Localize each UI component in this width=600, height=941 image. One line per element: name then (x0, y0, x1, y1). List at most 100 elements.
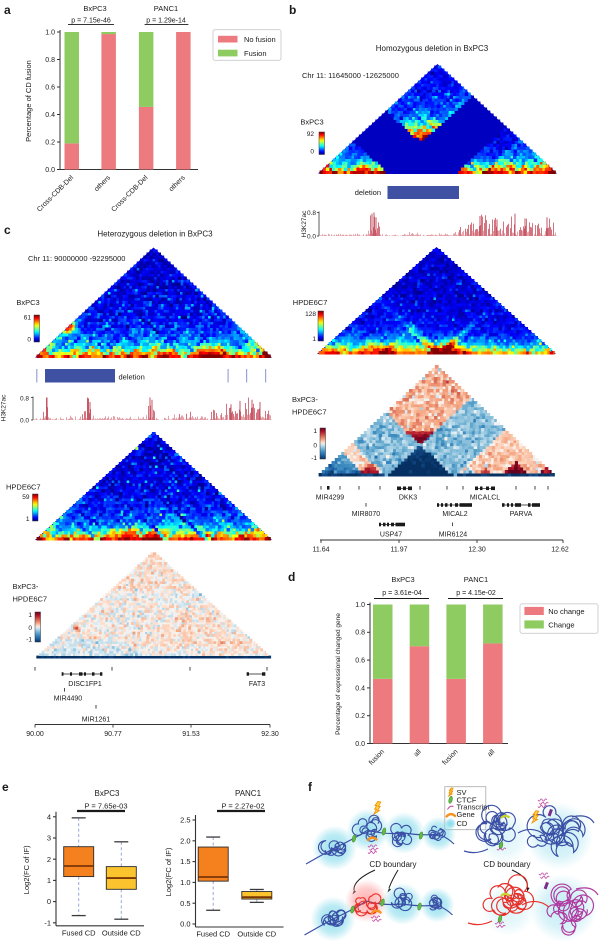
svg-text:Fused CD: Fused CD (196, 930, 230, 939)
svg-text:Percentage of CD fusion: Percentage of CD fusion (24, 60, 33, 142)
svg-text:all: all (486, 748, 496, 758)
svg-text:1.0: 1.0 (45, 29, 55, 36)
svg-text:1.0: 1.0 (180, 878, 190, 887)
svg-text:fusion: fusion (441, 748, 459, 766)
svg-text:Fusion: Fusion (244, 49, 267, 58)
svg-text:-1: -1 (311, 455, 317, 462)
svg-text:0.4: 0.4 (355, 685, 365, 692)
svg-text:fusion: fusion (368, 748, 386, 766)
svg-text:0.4: 0.4 (45, 112, 55, 119)
svg-text:0: 0 (47, 897, 51, 906)
svg-text:No fusion: No fusion (244, 35, 276, 44)
svg-text:90.00: 90.00 (26, 731, 44, 738)
svg-text:-1: -1 (26, 637, 32, 644)
svg-text:SV: SV (457, 788, 467, 797)
svg-text:Chr 11: 11645000 -12625000: Chr 11: 11645000 -12625000 (302, 71, 399, 80)
svg-text:92.30: 92.30 (261, 731, 279, 738)
svg-text:11.97: 11.97 (391, 547, 408, 554)
svg-text:Cross-CDB-Del: Cross-CDB-Del (110, 174, 149, 213)
svg-text:0.2: 0.2 (45, 139, 55, 146)
svg-text:P = 2.27e-02: P = 2.27e-02 (221, 802, 264, 811)
svg-text:Cross-CDB-Del: Cross-CDB-Del (36, 174, 75, 213)
svg-text:Change: Change (548, 620, 574, 629)
svg-text:12.62: 12.62 (551, 547, 569, 554)
svg-text:HPDE6C7: HPDE6C7 (13, 595, 48, 604)
svg-text:0.0: 0.0 (45, 167, 55, 174)
svg-text:BxPC3: BxPC3 (16, 298, 39, 307)
svg-text:1: 1 (47, 876, 51, 885)
svg-text:deletion: deletion (119, 373, 145, 382)
svg-text:all: all (413, 748, 423, 758)
svg-text:H3K27ac: H3K27ac (1, 394, 8, 421)
svg-text:0: 0 (28, 625, 32, 632)
svg-text:1: 1 (28, 612, 32, 619)
svg-text:92: 92 (307, 131, 315, 138)
svg-text:PANC1: PANC1 (235, 789, 262, 798)
svg-text:91.53: 91.53 (182, 731, 200, 738)
svg-text:Outside CD: Outside CD (237, 930, 276, 939)
svg-text:USP47: USP47 (380, 532, 402, 539)
svg-text:H3K27ac: H3K27ac (301, 210, 308, 237)
svg-text:0.8: 0.8 (307, 210, 316, 217)
svg-text:BxPC3: BxPC3 (95, 789, 120, 798)
svg-text:DISC1FP1: DISC1FP1 (68, 681, 102, 688)
svg-text:BxPC3: BxPC3 (391, 575, 414, 584)
svg-text:0.6: 0.6 (45, 84, 55, 91)
svg-text:0.8: 0.8 (20, 396, 29, 403)
svg-text:Fused CD: Fused CD (62, 928, 96, 937)
svg-text:p = 7.15e-46: p = 7.15e-46 (71, 18, 111, 25)
svg-text:59: 59 (22, 494, 30, 501)
svg-text:Log2(FC of IF): Log2(FC of IF) (22, 845, 31, 894)
svg-text:-1: -1 (44, 918, 51, 927)
svg-text:0.6: 0.6 (355, 658, 365, 665)
svg-text:P = 7.65e-03: P = 7.65e-03 (84, 802, 127, 811)
svg-text:BxPC3-: BxPC3- (292, 395, 318, 404)
svg-text:d: d (288, 570, 295, 584)
svg-text:MIR8070: MIR8070 (352, 511, 381, 518)
svg-text:2.0: 2.0 (180, 836, 190, 845)
svg-text:DKK3: DKK3 (399, 495, 417, 502)
svg-text:0: 0 (313, 443, 317, 450)
svg-text:0.0: 0.0 (180, 920, 190, 929)
svg-text:b: b (289, 3, 296, 17)
svg-text:1: 1 (312, 336, 316, 343)
svg-text:4: 4 (47, 812, 51, 821)
svg-text:p = 1.29e-14: p = 1.29e-14 (146, 18, 186, 25)
svg-text:Outside CD: Outside CD (102, 928, 141, 937)
svg-text:p = 4.15e-02: p = 4.15e-02 (456, 590, 496, 597)
svg-text:61: 61 (24, 315, 32, 322)
svg-text:1: 1 (26, 516, 30, 523)
svg-text:PANC1: PANC1 (464, 575, 488, 584)
svg-text:HPDE6C7: HPDE6C7 (6, 483, 41, 492)
svg-text:128: 128 (305, 311, 316, 318)
svg-text:f: f (308, 780, 313, 794)
svg-text:others: others (168, 174, 187, 193)
svg-text:Heterozygous deletion in BxPC3: Heterozygous deletion in BxPC3 (97, 230, 213, 239)
svg-text:12.30: 12.30 (468, 547, 486, 554)
svg-text:c: c (4, 223, 11, 237)
svg-text:MIR6124: MIR6124 (439, 532, 468, 539)
svg-text:0.5: 0.5 (180, 899, 190, 908)
svg-text:MICAL2: MICAL2 (442, 511, 467, 518)
svg-text:Gene: Gene (457, 810, 475, 819)
svg-text:PANC1: PANC1 (154, 4, 178, 13)
svg-text:CD boundary: CD boundary (483, 860, 530, 869)
svg-text:a: a (4, 3, 11, 17)
svg-text:No change: No change (548, 607, 584, 616)
svg-text:0.8: 0.8 (355, 630, 365, 637)
svg-text:0.0: 0.0 (20, 418, 29, 425)
svg-text:FAT3: FAT3 (249, 681, 265, 688)
svg-text:MIR4299: MIR4299 (316, 495, 345, 502)
svg-text:HPDE6C7: HPDE6C7 (293, 298, 328, 307)
svg-text:CD: CD (457, 819, 468, 828)
svg-text:HPDE6C7: HPDE6C7 (292, 408, 327, 417)
svg-text:0.0: 0.0 (307, 234, 316, 241)
svg-text:2: 2 (47, 855, 51, 864)
svg-text:CTCF: CTCF (457, 795, 477, 804)
svg-text:Percentage of expressional cha: Percentage of expressional changed gene (335, 613, 342, 735)
svg-text:1.5: 1.5 (180, 857, 190, 866)
svg-text:MICALCL: MICALCL (470, 495, 500, 502)
svg-text:PARVA: PARVA (510, 511, 533, 518)
svg-text:11.64: 11.64 (313, 547, 330, 554)
svg-text:BxPC3-: BxPC3- (13, 582, 39, 591)
